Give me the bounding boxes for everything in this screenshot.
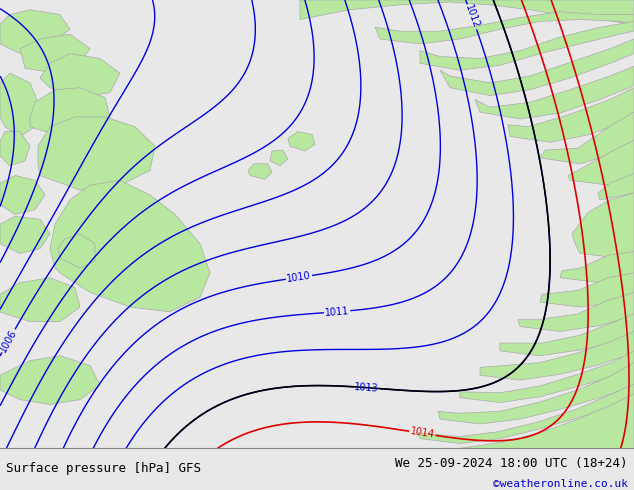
Polygon shape <box>38 117 155 190</box>
Text: Surface pressure [hPa] GFS: Surface pressure [hPa] GFS <box>6 463 202 475</box>
Polygon shape <box>0 217 50 253</box>
Polygon shape <box>440 39 634 96</box>
Text: 1006: 1006 <box>0 328 19 354</box>
Text: 1013: 1013 <box>354 382 379 393</box>
Polygon shape <box>270 150 288 166</box>
Text: 1011: 1011 <box>325 306 350 318</box>
Polygon shape <box>50 180 210 312</box>
Polygon shape <box>540 112 634 164</box>
Polygon shape <box>0 132 30 166</box>
Polygon shape <box>460 351 634 403</box>
Polygon shape <box>0 278 80 321</box>
Polygon shape <box>560 251 634 283</box>
Polygon shape <box>300 0 634 24</box>
Polygon shape <box>540 273 634 307</box>
Polygon shape <box>375 12 634 44</box>
Polygon shape <box>20 34 90 73</box>
Polygon shape <box>518 293 634 331</box>
Polygon shape <box>438 363 634 424</box>
Text: 1010: 1010 <box>286 270 312 284</box>
Polygon shape <box>598 173 634 200</box>
Text: ©weatheronline.co.uk: ©weatheronline.co.uk <box>493 479 628 489</box>
Polygon shape <box>475 66 634 119</box>
Text: 1012: 1012 <box>463 3 481 30</box>
Text: We 25-09-2024 18:00 UTC (18+24): We 25-09-2024 18:00 UTC (18+24) <box>395 457 628 469</box>
Polygon shape <box>508 88 634 142</box>
Polygon shape <box>0 175 45 215</box>
Polygon shape <box>500 314 634 356</box>
Polygon shape <box>480 331 634 380</box>
Polygon shape <box>58 234 95 268</box>
Polygon shape <box>40 53 120 98</box>
Polygon shape <box>248 164 272 179</box>
Polygon shape <box>420 22 634 70</box>
Polygon shape <box>0 73 40 136</box>
Polygon shape <box>572 193 634 258</box>
Polygon shape <box>0 356 100 404</box>
Text: 1014: 1014 <box>410 426 435 440</box>
Polygon shape <box>288 132 315 151</box>
Polygon shape <box>400 394 634 448</box>
Polygon shape <box>418 384 634 443</box>
Polygon shape <box>0 10 70 53</box>
Polygon shape <box>30 88 110 136</box>
Polygon shape <box>568 140 634 185</box>
